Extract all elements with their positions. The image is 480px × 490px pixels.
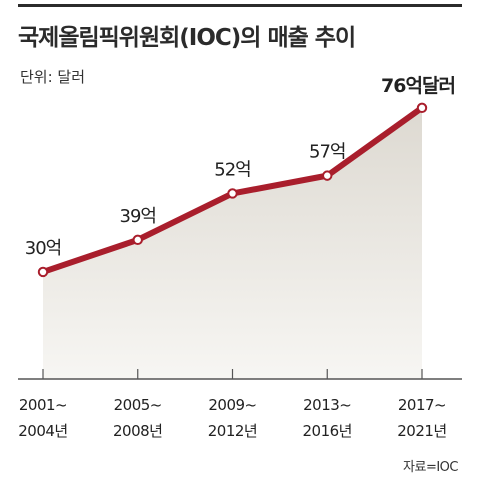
source-note: 자료=IOC (403, 460, 458, 475)
chart-title: 국제올림픽위원회(IOC)의 매출 추이 (18, 25, 356, 51)
x-tick-label-4-0: 2017~ (398, 396, 446, 414)
data-point-1 (132, 234, 143, 246)
x-tick-label-2-0: 2009~ (208, 396, 256, 414)
value-label-1: 39억 (120, 206, 156, 227)
data-point-3 (322, 170, 333, 181)
x-tick-label-0-1: 2004년 (18, 422, 67, 440)
value-label-0: 30억 (25, 238, 61, 259)
value-label-3: 57억 (309, 142, 345, 163)
x-tick-label-4-1: 2021년 (397, 422, 446, 440)
x-tick-label-3-1: 2016년 (303, 422, 352, 440)
value-label-2: 52억 (214, 159, 250, 180)
data-point-0 (37, 266, 49, 278)
data-point-4 (416, 102, 428, 114)
unit-label: 단위: 달러 (20, 68, 86, 86)
x-tick-label-1-1: 2008년 (113, 422, 162, 440)
x-tick-label-0-0: 2001~ (19, 396, 67, 414)
x-tick-label-2-1: 2012년 (208, 422, 257, 440)
x-tick-label-1-0: 2005~ (114, 396, 162, 414)
value-label-4: 76억달러 (381, 75, 455, 97)
title-rule (18, 4, 462, 7)
data-point-2 (227, 188, 238, 199)
x-tick-label-3-0: 2013~ (303, 396, 351, 414)
